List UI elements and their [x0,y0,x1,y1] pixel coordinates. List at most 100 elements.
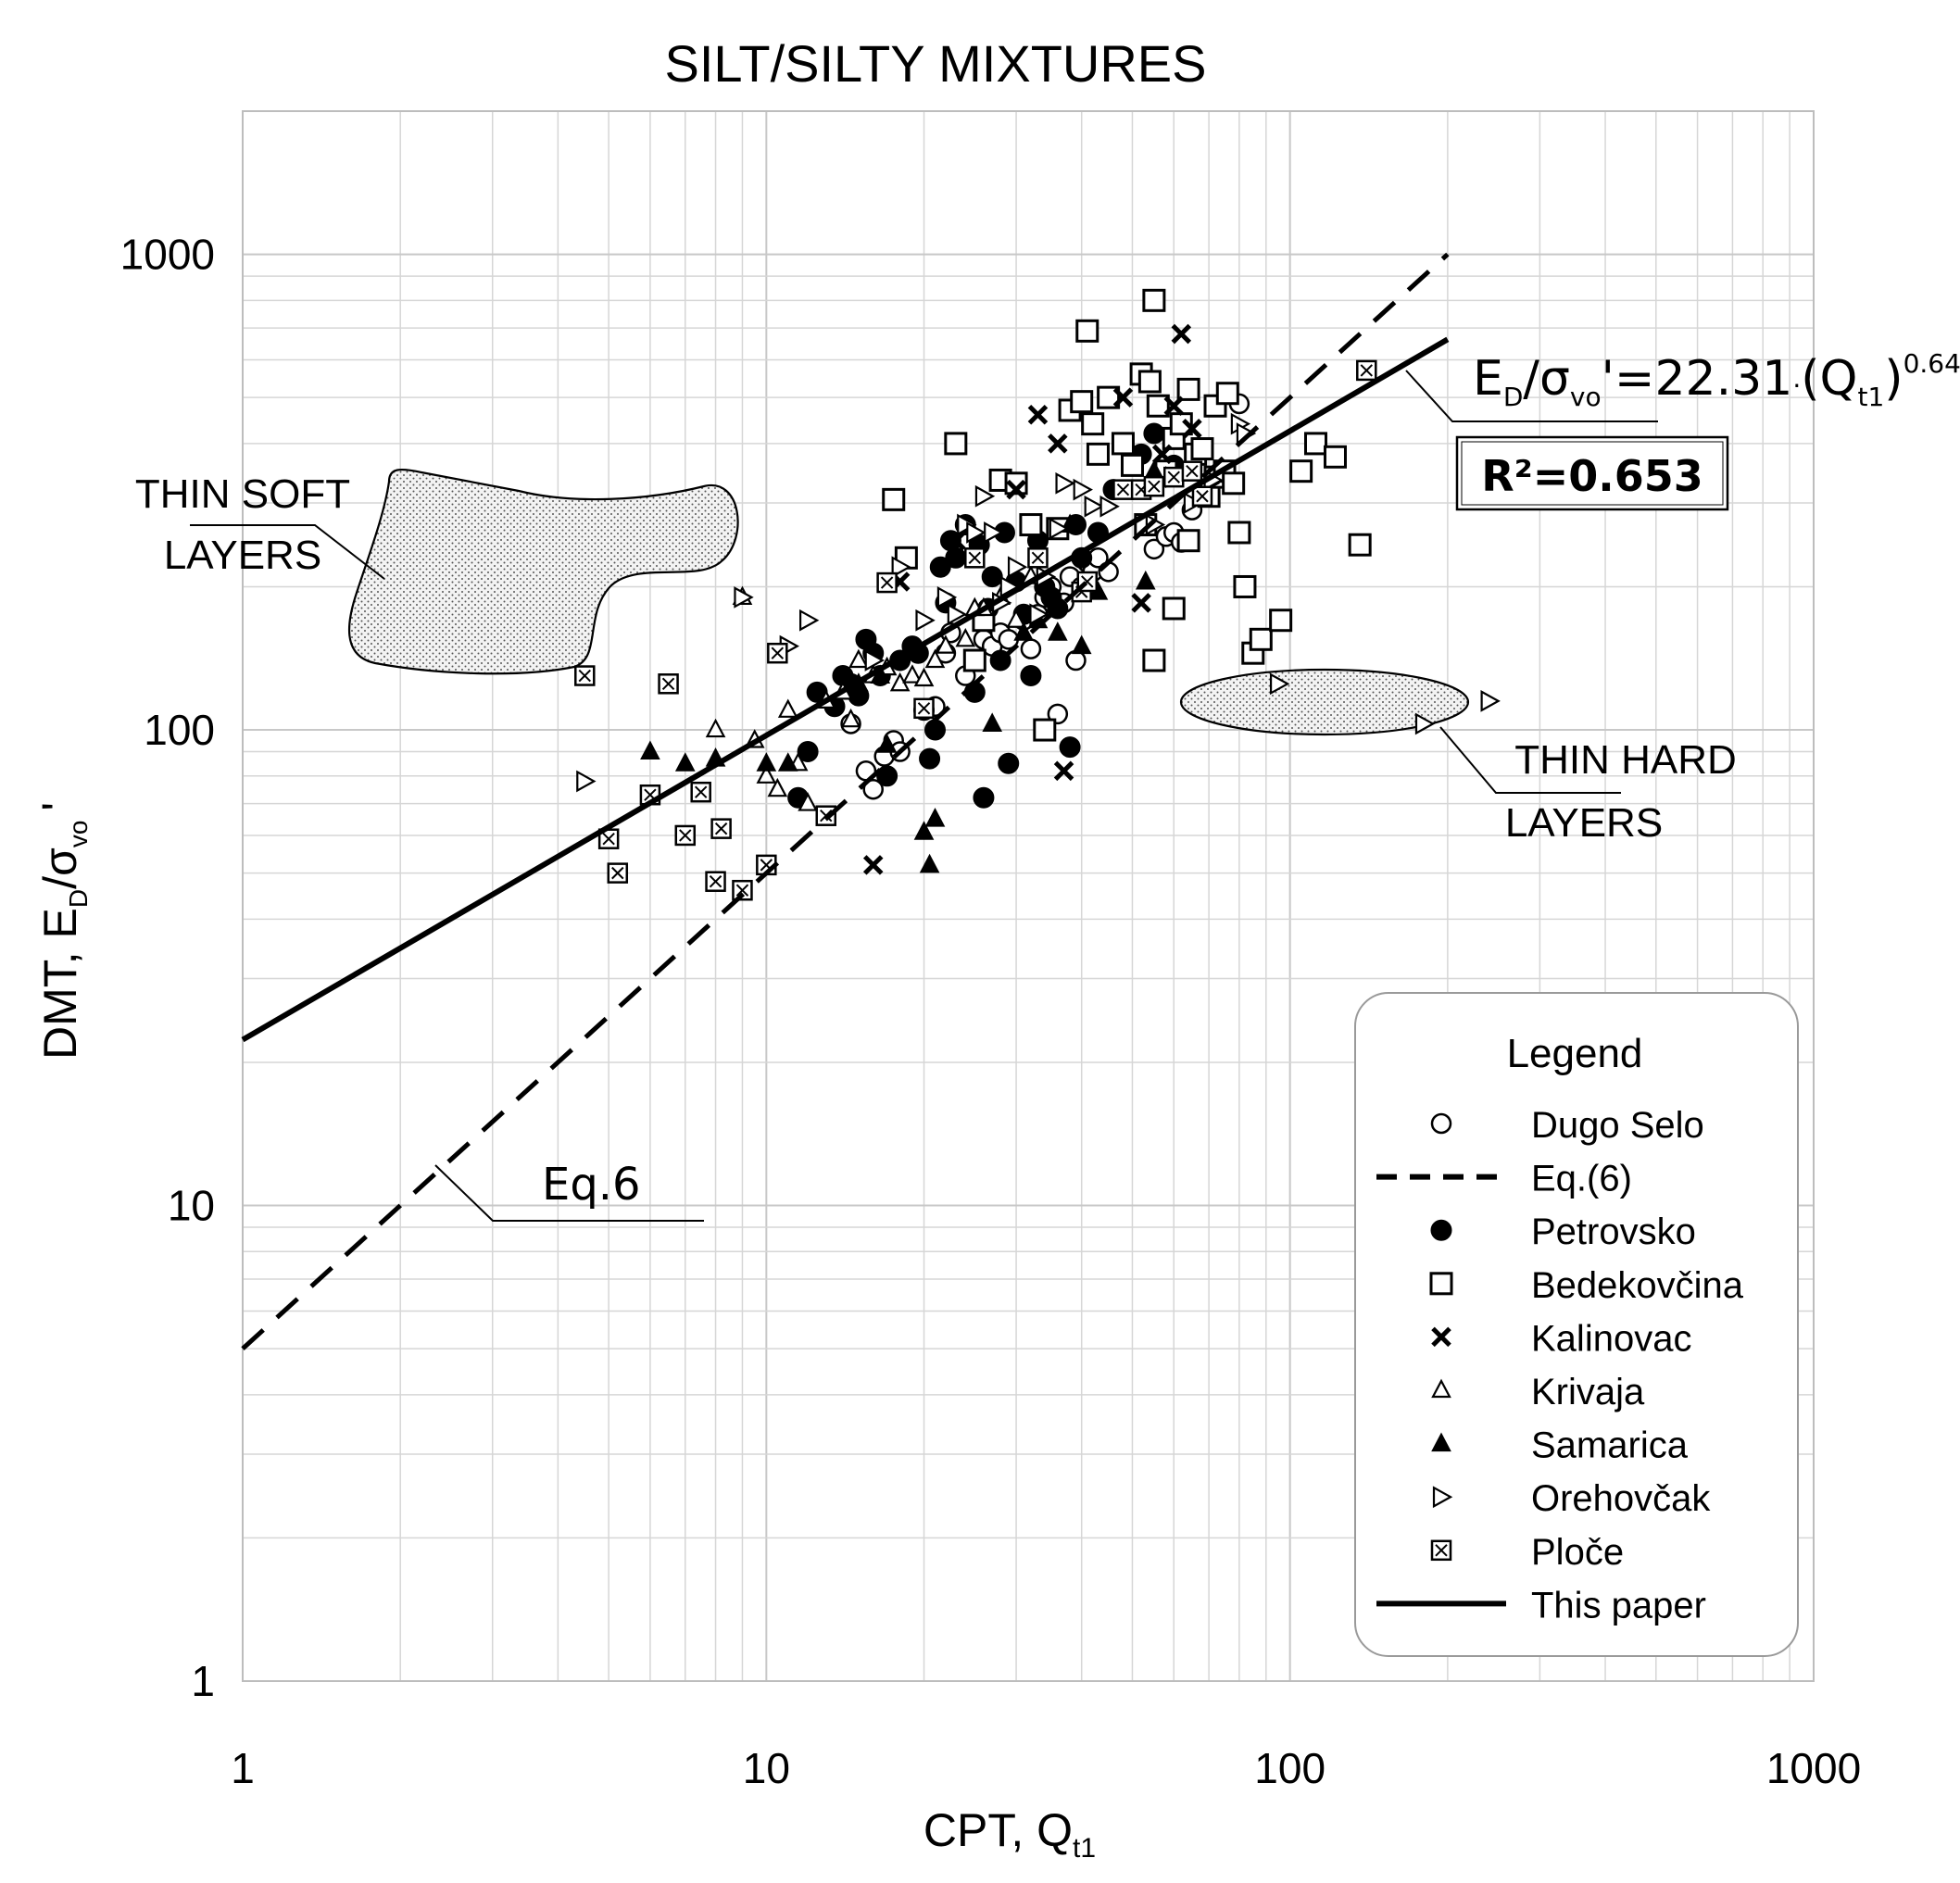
legend-marker-dugo-selo [1430,1112,1452,1135]
data-point-samarica [876,734,898,753]
data-point-orehov-ak [1480,690,1501,712]
data-point-plo-e [1356,359,1377,382]
data-point-orehov-ak [864,649,885,672]
data-point-bedekov-ina [1120,453,1144,477]
data-point-plo-e [658,673,679,695]
boxed-x-cross [694,785,708,798]
data-point-orehov-ak [1084,495,1104,518]
data-point-plo-e [876,571,898,594]
boxed-x-cross [1435,1544,1448,1557]
legend-marker-krivaja [1431,1378,1451,1399]
legend-box [1354,992,1799,1657]
data-point-bedekov-ina [944,432,968,456]
data-point-samarica [924,808,946,827]
boxed-x-cross [661,677,675,690]
legend: Legend Dugo Selo Eq.(6) Petrovsko Bedekovči… [1354,992,1799,1657]
data-point-bedekov-ina [1222,471,1246,496]
y-axis-label-main2: /σ [34,847,86,889]
legend-entry-kalinovac: Kalinovac [1431,1318,1691,1359]
y-tick-label: 1000 [120,231,215,279]
equation-sub-1: D [1503,382,1524,412]
equation-sub-3: t1 [1857,382,1884,412]
data-point-petrovsko [981,566,1003,588]
data-point-plo-e [1191,485,1213,507]
data-point-samarica [756,752,777,772]
data-point-petrovsko [945,546,967,569]
thin-hard-layers-leader [1439,726,1621,794]
equation-part-6: ) [1884,351,1903,407]
boxed-x-cross [1031,551,1045,565]
data-point-petrovsko [973,786,995,809]
thin-soft-layers-leader [190,524,385,580]
data-point-orehov-ak [798,609,820,632]
data-point-kalinovac [1027,404,1049,425]
series-orehov-ak [576,412,1501,793]
data-point-orehov-ak [915,609,936,632]
data-point-bedekov-ina [1142,648,1166,672]
data-point-krivaja [756,764,777,784]
data-point-bedekov-ina [1162,596,1186,621]
data-point-bedekov-ina [1176,529,1200,553]
equation-exponent: 0.64 [1903,348,1960,379]
equation-part-5: (Q [1801,351,1857,407]
boxed-x-cross [611,866,624,880]
data-point-orehov-ak [984,521,1004,544]
data-point-samarica [913,821,935,840]
data-point-orehov-ak [1073,478,1093,501]
data-point-bedekov-ina [1033,718,1057,742]
thin-hard-layers-label-line1: THIN HARD [1514,737,1737,783]
data-point-krivaja [840,708,861,728]
equation-part-4: · [1792,370,1801,401]
data-point-bedekov-ina [1190,437,1214,461]
legend-entry-this-paper: This paper [1376,1585,1706,1626]
data-point-kalinovac [862,855,884,875]
legend-marker-bedekov-ina [1429,1272,1453,1296]
data-point-bedekov-ina [1227,521,1251,545]
data-point-bedekov-ina [1289,459,1313,483]
data-point-krivaja [924,648,946,669]
data-point-bedekov-ina [1137,370,1162,394]
equation-part-3: '=22.31 [1602,351,1793,407]
equation-label: ED/σvo'=22.31·(Qt1)0.64 [1473,348,1960,412]
chart-title: SILT/SILTY MIXTURES [664,34,1206,93]
data-point-bedekov-ina [1249,627,1273,651]
data-point-samarica [919,853,940,873]
x-axis-label-sub: t1 [1073,1833,1096,1864]
data-point-plo-e [607,862,629,884]
data-point-petrovsko [797,741,819,763]
data-point-orehov-ak [1007,556,1028,579]
data-point-kalinovac [1182,419,1202,439]
legend-entries: Dugo Selo Eq.(6) Petrovsko Bedekovčina Kalin… [1376,1105,1744,1626]
data-point-samarica [674,752,696,772]
equation-leader [1405,370,1658,422]
data-point-plo-e [732,879,753,901]
legend-label-petrovsko: Petrovsko [1531,1211,1696,1252]
data-point-bedekov-ina [1081,412,1105,436]
legend-entry-plo-e: Ploče [1430,1532,1624,1573]
data-point-samarica [777,752,798,772]
boxed-x-cross [917,702,931,715]
thin-hard-layers-region [1179,668,1470,736]
data-point-petrovsko [998,752,1020,774]
data-point-krivaja [913,667,935,687]
x-axis-label: CPT, Qt1 [923,1804,1096,1864]
legend-entry-eq-6: Eq.(6) [1376,1159,1632,1199]
series-plo-e [574,359,1377,901]
data-point-dugo-selo [1143,538,1165,560]
boxed-x-cross [735,884,749,897]
x-axis-ticks: 1 10 100 1000 [231,1744,1861,1792]
data-point-plo-e [690,781,711,803]
x-axis-label-main: CPT, Q [923,1804,1073,1856]
boxed-x-cross [1196,490,1209,503]
data-point-petrovsko [1047,597,1069,620]
r2-label: R²=0.653 [1481,451,1703,501]
data-point-orehov-ak [974,484,996,508]
eq6-line [241,252,1450,1350]
boxed-x-cross [1360,364,1373,377]
r2-box [1455,435,1729,511]
legend-label-krivaja: Krivaja [1531,1372,1645,1412]
data-point-orehov-ak [1049,517,1070,540]
data-point-orehov-ak [1055,471,1075,495]
data-point-orehov-ak [1414,712,1436,735]
